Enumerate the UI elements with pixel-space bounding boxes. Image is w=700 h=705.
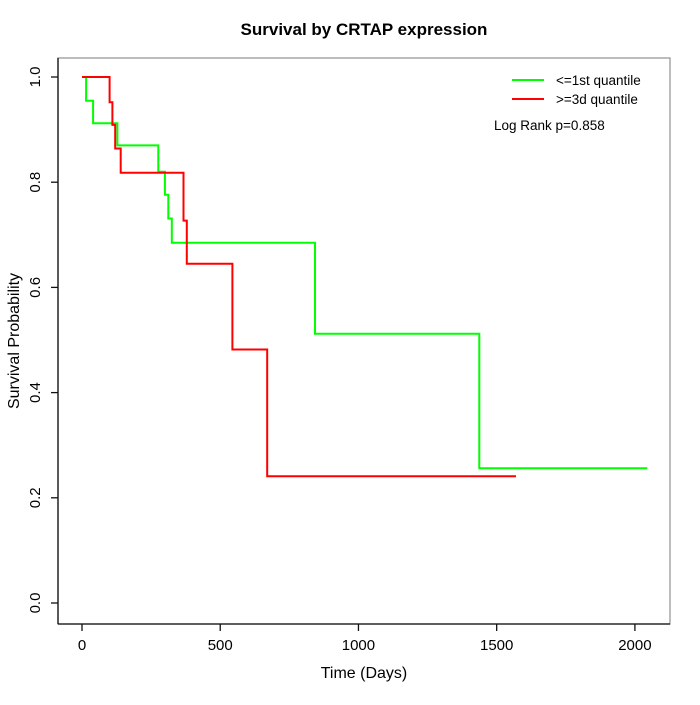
y-axis: 0.0 0.2 0.4 0.6 0.8 1.0 bbox=[27, 67, 58, 614]
y-tick-label: 0.0 bbox=[27, 593, 44, 614]
x-tick-label: 500 bbox=[208, 637, 233, 654]
y-tick-label: 1.0 bbox=[27, 67, 44, 88]
survival-curves bbox=[82, 76, 648, 478]
survival-curve-red bbox=[82, 76, 516, 478]
chart-title: Survival by CRTAP expression bbox=[241, 20, 488, 39]
x-axis-label: Time (Days) bbox=[321, 665, 408, 682]
plot-area-border bbox=[57, 57, 671, 625]
x-tick-label: 1500 bbox=[480, 637, 513, 654]
survival-curve-green bbox=[82, 76, 648, 470]
y-tick-label: 0.2 bbox=[27, 487, 44, 508]
x-axis: 0 500 1000 1500 2000 bbox=[78, 624, 652, 654]
legend-label-first-quantile: <=1st quantile bbox=[556, 73, 641, 88]
x-tick-label: 1000 bbox=[342, 637, 375, 654]
y-axis-label: Survival Probability bbox=[6, 273, 23, 409]
y-tick-label: 0.4 bbox=[27, 382, 44, 403]
logrank-pvalue-text: Log Rank p=0.858 bbox=[494, 118, 605, 133]
x-tick-label: 0 bbox=[78, 637, 86, 654]
y-tick-label: 0.8 bbox=[27, 172, 44, 193]
legend-label-third-quantile: >=3d quantile bbox=[556, 92, 638, 107]
x-tick-label: 2000 bbox=[618, 637, 651, 654]
legend: <=1st quantile >=3d quantile Log Rank p=… bbox=[494, 73, 641, 133]
y-tick-label: 0.6 bbox=[27, 277, 44, 298]
